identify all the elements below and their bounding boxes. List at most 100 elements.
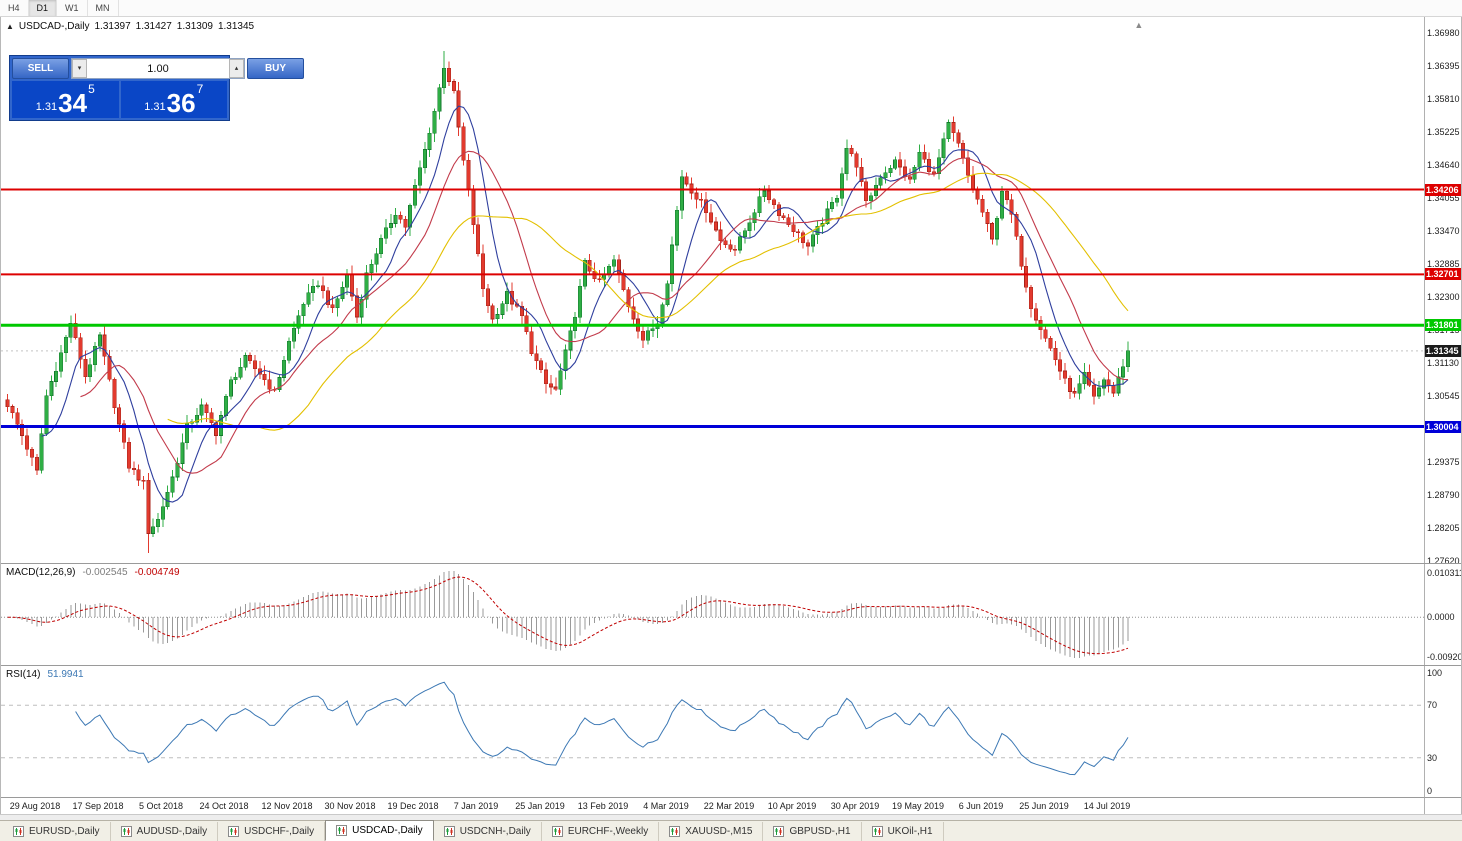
- macd-axis[interactable]: 0.010311 0.0000 -0.009203: [1424, 564, 1461, 665]
- chart-tab-usdcnh-daily[interactable]: USDCNH-,Daily: [434, 822, 542, 841]
- one-click-toggle-icon[interactable]: ▲: [6, 22, 14, 31]
- chart-tab-eurusd-daily[interactable]: EURUSD-,Daily: [3, 822, 111, 841]
- price-axis-tick: 1.28205: [1427, 523, 1460, 533]
- sell-price-display[interactable]: 1.31 34 5: [12, 81, 119, 118]
- chart-tab-icon: [228, 826, 240, 837]
- time-axis[interactable]: 29 Aug 2018 17 Sep 2018 5 Oct 2018 24 Oct 2…: [1, 797, 1461, 814]
- rsi-axis[interactable]: 100 70 30 0: [1424, 666, 1461, 797]
- rsi-line: [75, 681, 1129, 776]
- price-axis-tick: 1.31130: [1427, 358, 1459, 368]
- buy-price-pipette: 7: [196, 82, 204, 96]
- price-axis[interactable]: 1.36980 1.36395 1.35810 1.35225 1.34640 1.340…: [1424, 17, 1461, 563]
- ohlc-close: 1.31345: [217, 21, 255, 32]
- chart-tab-gbpusd-h1[interactable]: GBPUSD-,H1: [763, 822, 862, 841]
- lot-size-field: ▾ ▴: [71, 58, 245, 79]
- chart-tab-icon: [773, 826, 785, 837]
- macd-main-value: -0.002545: [82, 567, 128, 578]
- chart-tab-label: USDCAD-,Daily: [352, 825, 423, 836]
- buy-button[interactable]: BUY: [247, 58, 304, 79]
- lot-increase-button[interactable]: ▴: [229, 59, 244, 78]
- macd-signal-value: -0.004749: [134, 567, 180, 578]
- price-axis-tick: 1.27620: [1427, 556, 1460, 563]
- time-axis-label: 6 Jun 2019: [958, 801, 1004, 811]
- chart-tab-icon: [120, 826, 132, 837]
- chart-tab-label: AUDUSD-,Daily: [136, 826, 208, 837]
- candlestick-chart[interactable]: [1, 17, 1424, 563]
- buy-price-big-digits: 36: [166, 88, 196, 118]
- chart-tab-usdchf-daily[interactable]: USDCHF-,Daily: [218, 822, 326, 841]
- macd-signal-line: [7, 576, 1129, 655]
- time-axis-corner: [1424, 797, 1461, 814]
- sell-price-prefix: 1.31: [35, 101, 58, 113]
- price-axis-tick: 1.34640: [1427, 160, 1460, 170]
- lot-decrease-button[interactable]: ▾: [72, 59, 87, 78]
- chart-tab-label: USDCHF-,Daily: [244, 826, 315, 837]
- moving-average-34: [167, 172, 1129, 431]
- macd-indicator-label: MACD(12,26,9) -0.002545 -0.004749: [6, 567, 180, 578]
- chart-title: ▲ USDCAD-,Daily 1.31397 1.31427 1.31309 …: [6, 21, 254, 32]
- macd-plot-area[interactable]: MACD(12,26,9) -0.002545 -0.004749: [1, 564, 1424, 665]
- price-axis-tick: 1.35810: [1427, 94, 1460, 104]
- chart-tabs: EURUSD-,Daily AUDUSD-,Daily USDCHF-,Daily U…: [0, 820, 1462, 841]
- price-axis-tick: 1.30545: [1427, 391, 1460, 401]
- sell-price-pipette: 5: [88, 82, 95, 96]
- sell-price-big-digits: 34: [58, 88, 88, 118]
- rsi-axis-tick: 70: [1427, 700, 1438, 710]
- price-axis-tick: 1.28790: [1427, 490, 1460, 500]
- time-axis-label: 12 Nov 2018: [261, 801, 313, 811]
- one-click-trading-panel: SELL ▾ ▴ BUY 1.31 34 5: [9, 55, 304, 121]
- ohlc-open: 1.31397: [94, 21, 131, 32]
- chart-tab-ukoil-h1[interactable]: UKOil-,H1: [862, 822, 944, 841]
- time-axis-label: 7 Jan 2019: [453, 801, 499, 811]
- timeframe-button-mn[interactable]: MN: [88, 0, 119, 16]
- price-axis-tick: 1.32300: [1427, 292, 1460, 302]
- time-axis-label: 14 Jul 2019: [1083, 801, 1131, 811]
- sell-button[interactable]: SELL: [12, 58, 69, 79]
- macd-axis-tick: 0.010311: [1427, 568, 1461, 578]
- price-chart-panel: ▲ USDCAD-,Daily 1.31397 1.31427 1.31309 …: [1, 17, 1461, 563]
- buy-price-display[interactable]: 1.31 36 7: [120, 81, 227, 118]
- macd-axis-tick: 0.0000: [1427, 612, 1455, 622]
- chart-tab-xauusd-m15[interactable]: XAUUSD-,M15: [659, 822, 764, 841]
- chart-tab-eurchf-weekly[interactable]: EURCHF-,Weekly: [542, 822, 660, 841]
- timeframe-button-w1[interactable]: W1: [57, 0, 88, 16]
- time-axis-label: 29 Aug 2018: [9, 801, 61, 811]
- chart-tab-usdcad-daily[interactable]: USDCAD-,Daily: [325, 820, 434, 841]
- panel-divider[interactable]: [1, 563, 1461, 564]
- timeframe-button-h4[interactable]: H4: [0, 0, 29, 16]
- chart-window: ▲ USDCAD-,Daily 1.31397 1.31427 1.31309 …: [0, 17, 1462, 814]
- ohlc-high: 1.31427: [135, 21, 172, 32]
- price-level-tag: 1.34206: [1425, 184, 1461, 196]
- rsi-panel: RSI(14) 51.9941 100 70 30 0: [1, 666, 1461, 797]
- timeframe-toolbar: H4 D1 W1 MN: [0, 0, 1462, 17]
- chart-tab-label: XAUUSD-,M15: [685, 826, 753, 837]
- horizontal-scrollbar[interactable]: [0, 814, 1462, 820]
- macd-panel: MACD(12,26,9) -0.002545 -0.004749 0.0103…: [1, 564, 1461, 665]
- chart-tab-label: EURUSD-,Daily: [29, 826, 100, 837]
- timeframe-button-d1[interactable]: D1: [28, 0, 58, 16]
- chart-tab-icon: [551, 826, 563, 837]
- chart-tab-icon: [336, 825, 348, 836]
- chart-tab-icon: [871, 826, 883, 837]
- price-plot-area[interactable]: ▲ USDCAD-,Daily 1.31397 1.31427 1.31309 …: [1, 17, 1424, 563]
- time-axis-labels[interactable]: 29 Aug 2018 17 Sep 2018 5 Oct 2018 24 Oct 2…: [1, 797, 1424, 814]
- price-axis-tick: 1.32885: [1427, 259, 1460, 269]
- rsi-axis-tick: 0: [1427, 786, 1433, 796]
- price-level-tag: 1.32701: [1425, 268, 1461, 280]
- macd-axis-tick: -0.009203: [1427, 652, 1461, 662]
- rsi-axis-tick: 100: [1427, 668, 1443, 678]
- price-axis-tick: 1.34055: [1427, 193, 1460, 203]
- lot-size-input[interactable]: [87, 59, 229, 78]
- buy-price-prefix: 1.31: [144, 101, 166, 113]
- moving-average-8: [41, 105, 1129, 503]
- chart-tab-label: GBPUSD-,H1: [789, 826, 851, 837]
- chart-tab-audusd-daily[interactable]: AUDUSD-,Daily: [111, 822, 219, 841]
- chart-shift-icon[interactable]: ▲: [1134, 20, 1144, 30]
- panel-divider[interactable]: [1, 665, 1461, 666]
- chart-tab-icon: [443, 826, 455, 837]
- time-axis-label: 24 Oct 2018: [199, 801, 249, 811]
- price-axis-tick: 1.35225: [1427, 127, 1460, 137]
- macd-chart: [1, 571, 1424, 658]
- candles-series: [5, 51, 1131, 554]
- rsi-plot-area[interactable]: RSI(14) 51.9941: [1, 666, 1424, 797]
